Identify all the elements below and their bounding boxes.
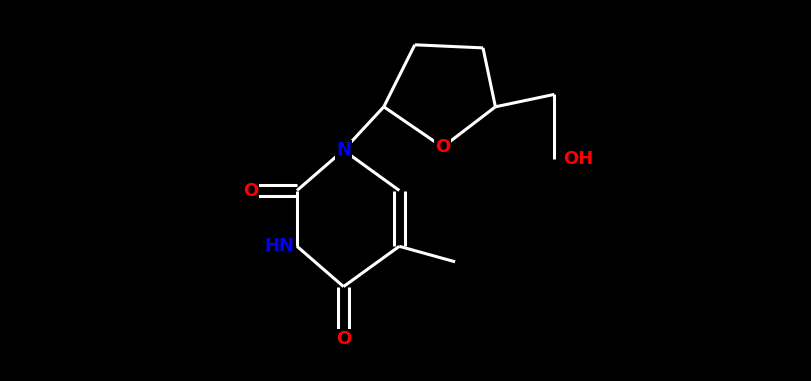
Text: O: O	[336, 330, 351, 348]
Text: N: N	[336, 141, 351, 159]
Text: OH: OH	[564, 150, 594, 168]
Text: HN: HN	[264, 237, 294, 255]
Text: O: O	[435, 138, 450, 156]
Text: O: O	[242, 181, 258, 200]
